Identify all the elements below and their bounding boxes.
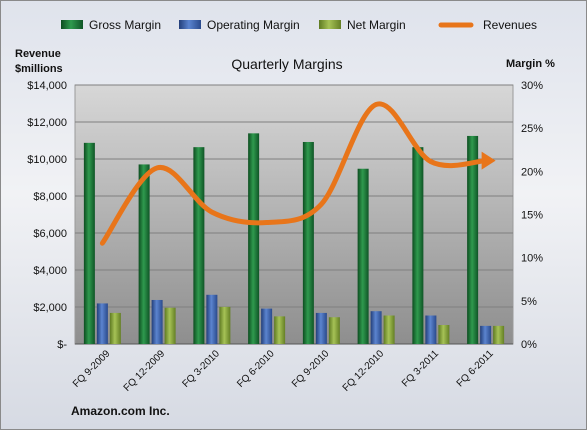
x-axis-label: FQ 12-2010 — [341, 348, 387, 394]
revenue-line-layer — [99, 101, 496, 246]
bar-operating-margin[interactable] — [480, 325, 492, 344]
left-axis-ticks: $- $2,000 $4,000 $6,000 $8,000 $10,000 $12,000… — [27, 80, 67, 351]
legend: Gross Margin Operating Margin Net Margin… — [61, 18, 537, 32]
bar-operating-margin[interactable] — [261, 308, 273, 344]
bar-operating-margin[interactable] — [425, 315, 437, 344]
left-axis-tick-label: $6,000 — [33, 228, 67, 240]
bar-gross-margin[interactable] — [83, 142, 95, 344]
x-axis-label: FQ 3-2011 — [400, 348, 441, 389]
right-axis-tick-label: 15% — [521, 210, 543, 222]
x-axis-label: FQ 9-2010 — [290, 348, 332, 390]
x-axis-label: FQ 9-2009 — [71, 348, 113, 390]
left-axis-tick-label: $10,000 — [27, 154, 67, 166]
bar-net-margin[interactable] — [383, 315, 395, 344]
right-axis-tick-label: 20% — [521, 166, 543, 178]
legend-item-gross-margin[interactable]: Gross Margin — [61, 18, 161, 32]
legend-item-net-margin[interactable]: Net Margin — [319, 18, 406, 32]
footer-company-name: Amazon.com Inc. — [71, 404, 170, 418]
bar-net-margin[interactable] — [109, 312, 121, 344]
right-axis-tick-label: 0% — [521, 339, 537, 351]
x-axis-label: FQ 3-2010 — [180, 348, 222, 390]
bar-net-margin[interactable] — [328, 317, 340, 344]
x-axis-label: FQ 12-2009 — [122, 348, 168, 394]
left-axis-tick-label: $4,000 — [33, 265, 67, 277]
legend-label-gross-margin: Gross Margin — [89, 18, 161, 32]
legend-label-net-margin: Net Margin — [347, 18, 406, 32]
left-axis-tick-label: $14,000 — [27, 80, 67, 92]
right-axis-ticks: 0% 5% 10% 15% 20% 25% 30% — [521, 80, 543, 351]
x-axis-label: FQ 6-2011 — [455, 348, 496, 389]
bar-net-margin[interactable] — [164, 307, 176, 344]
bar-gross-margin[interactable] — [248, 133, 260, 344]
bar-net-margin[interactable] — [493, 325, 505, 344]
legend-label-revenues: Revenues — [483, 18, 537, 32]
bar-net-margin[interactable] — [438, 325, 450, 344]
right-axis-tick-label: 5% — [521, 296, 537, 308]
bar-gross-margin[interactable] — [302, 141, 314, 344]
right-axis-tick-label: 10% — [521, 253, 543, 265]
chart-title: Quarterly Margins — [231, 56, 342, 72]
bar-operating-margin[interactable] — [370, 311, 382, 344]
legend-label-operating-margin: Operating Margin — [207, 18, 300, 32]
legend-swatch-operating-margin — [179, 20, 201, 29]
bar-gross-margin[interactable] — [138, 164, 150, 344]
left-axis-title-line2: $millions — [15, 63, 63, 75]
bar-operating-margin[interactable] — [96, 303, 108, 344]
bar-net-margin[interactable] — [219, 306, 231, 344]
bar-operating-margin[interactable] — [206, 294, 218, 344]
bar-gross-margin[interactable] — [193, 147, 205, 344]
right-axis-title: Margin % — [506, 58, 555, 70]
left-axis-tick-label: $8,000 — [33, 191, 67, 203]
left-axis-tick-label: $12,000 — [27, 117, 67, 129]
bar-operating-margin[interactable] — [315, 312, 327, 344]
x-axis-label: FQ 6-2010 — [235, 348, 277, 390]
bars — [83, 133, 505, 344]
left-axis-tick-label: $2,000 — [33, 302, 67, 314]
legend-item-revenues[interactable]: Revenues — [438, 18, 537, 32]
bar-gross-margin[interactable] — [357, 168, 369, 344]
right-axis-tick-label: 25% — [521, 123, 543, 135]
legend-item-operating-margin[interactable]: Operating Margin — [179, 18, 300, 32]
x-axis-labels: FQ 9-2009 FQ 12-2009 FQ 3-2010 FQ 6-2010 FQ … — [71, 348, 496, 394]
bar-operating-margin[interactable] — [151, 299, 163, 344]
revenue-line[interactable] — [99, 101, 489, 246]
legend-swatch-gross-margin — [61, 20, 83, 29]
left-axis-tick-label: $- — [57, 339, 67, 351]
bar-gross-margin[interactable] — [467, 135, 479, 344]
bar-net-margin[interactable] — [274, 316, 286, 344]
right-axis-tick-label: 30% — [521, 80, 543, 92]
revenue-line-arrowhead — [481, 151, 496, 170]
left-axis-title-line1: Revenue — [15, 48, 61, 60]
legend-swatch-net-margin — [319, 20, 341, 29]
bar-gross-margin[interactable] — [412, 147, 424, 344]
